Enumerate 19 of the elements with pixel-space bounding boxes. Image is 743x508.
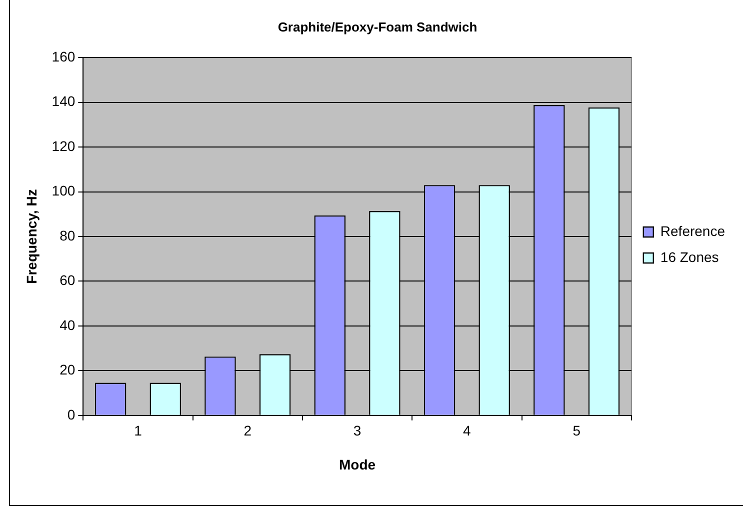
x-tick-label: 3 [353,422,362,439]
x-tick-label: 1 [134,422,142,439]
legend-label: Reference [660,222,726,239]
x-axis-title: Mode [339,456,376,472]
x-tick-label: 2 [244,422,252,439]
chart-title: Graphite/Epoxy-Foam Sandwich [278,19,478,34]
y-tick-label: 20 [60,362,76,378]
y-tick-label: 100 [52,182,76,199]
y-tick-label: 40 [60,316,76,333]
y-axis-title: Frequency, Hz [23,189,40,284]
y-tick-label: 0 [67,406,76,422]
y-tick-label: 160 [52,48,76,64]
y-tick-label: 140 [52,93,76,110]
y-tick-label: 120 [52,138,76,154]
x-tick-label: 5 [572,422,581,439]
y-tick-label: 80 [60,227,76,244]
legend-label: 16 Zones [660,248,719,265]
y-tick-label: 60 [60,272,76,288]
x-tick-label: 4 [463,422,472,439]
